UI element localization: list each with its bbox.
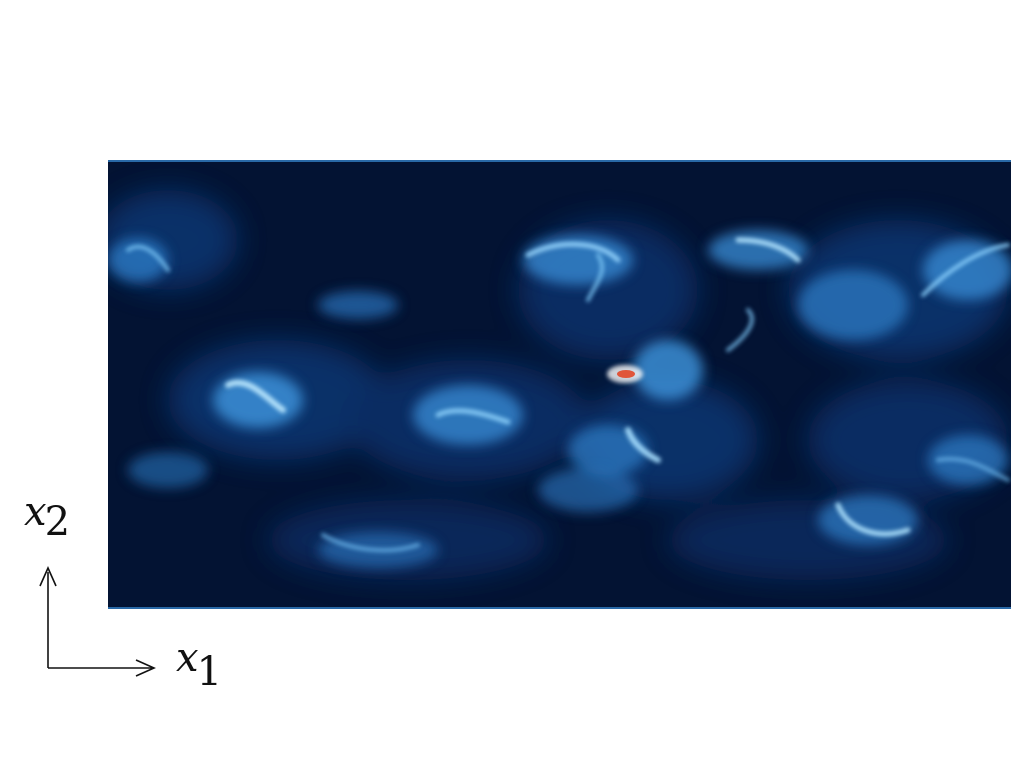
x2-axis-symbol: x	[24, 489, 47, 535]
field-streaks	[126, 237, 1010, 553]
x1-axis-label: x1	[176, 635, 224, 692]
flow-field-panel	[108, 160, 1011, 609]
x1-arrowhead	[135, 659, 156, 677]
x1-axis-symbol: x	[176, 635, 199, 681]
field-bottom-edge	[108, 607, 1011, 609]
field-structures	[108, 230, 1011, 568]
field-top-edge	[108, 160, 1011, 162]
x2-axis-label: x2	[24, 489, 72, 542]
field-peak	[607, 365, 643, 383]
x1-axis-subscript: 1	[196, 649, 223, 695]
x2-axis-subscript: 2	[44, 499, 71, 545]
x2-arrowhead	[39, 566, 57, 587]
